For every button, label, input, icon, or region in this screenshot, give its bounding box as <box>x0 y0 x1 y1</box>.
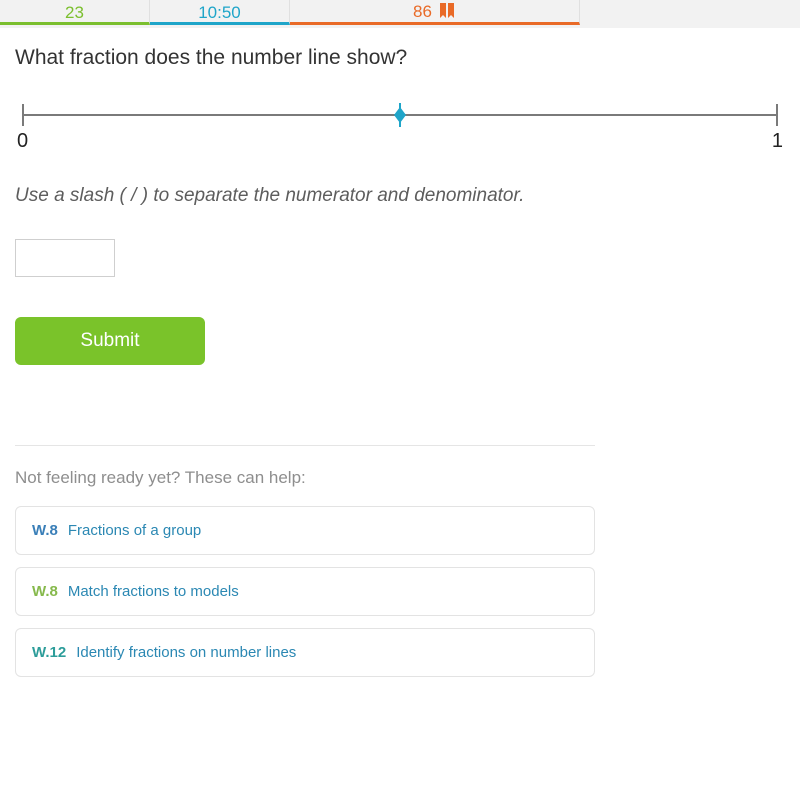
submit-button[interactable]: Submit <box>15 317 205 365</box>
help-item[interactable]: W.12 Identify fractions on number lines <box>15 628 595 677</box>
stat-questions: 23 <box>0 0 150 25</box>
number-line-label-start: 0 <box>17 130 28 153</box>
bookmark-icon <box>438 2 456 20</box>
number-line-label-end: 1 <box>772 130 783 153</box>
help-item[interactable]: W.8 Match fractions to models <box>15 567 595 616</box>
stat-score: 86 <box>290 0 580 25</box>
help-item-title: Match fractions to models <box>68 583 239 600</box>
question-hint: Use a slash ( / ) to separate the numera… <box>15 182 575 211</box>
stats-bar: 23 10:50 86 <box>0 0 800 28</box>
help-item-title: Identify fractions on number lines <box>76 644 296 661</box>
help-item-code: W.8 <box>32 522 58 539</box>
help-list: W.8 Fractions of a group W.8 Match fract… <box>15 506 595 677</box>
stat-time-value: 10:50 <box>198 3 241 22</box>
help-item-code: W.12 <box>32 644 66 661</box>
help-item-title: Fractions of a group <box>68 522 201 539</box>
stat-score-value: 86 <box>413 0 432 24</box>
number-line-point <box>391 103 409 127</box>
number-line-tick-end <box>776 104 778 126</box>
section-divider <box>15 445 595 446</box>
answer-input[interactable] <box>15 239 115 277</box>
help-item[interactable]: W.8 Fractions of a group <box>15 506 595 555</box>
number-line-tick-start <box>22 104 24 126</box>
stat-questions-value: 23 <box>65 3 84 22</box>
stat-time: 10:50 <box>150 0 290 25</box>
number-line: 0 1 <box>17 104 783 164</box>
question-text: What fraction does the number line show? <box>15 46 785 70</box>
help-item-code: W.8 <box>32 583 58 600</box>
help-heading: Not feeling ready yet? These can help: <box>15 468 785 488</box>
